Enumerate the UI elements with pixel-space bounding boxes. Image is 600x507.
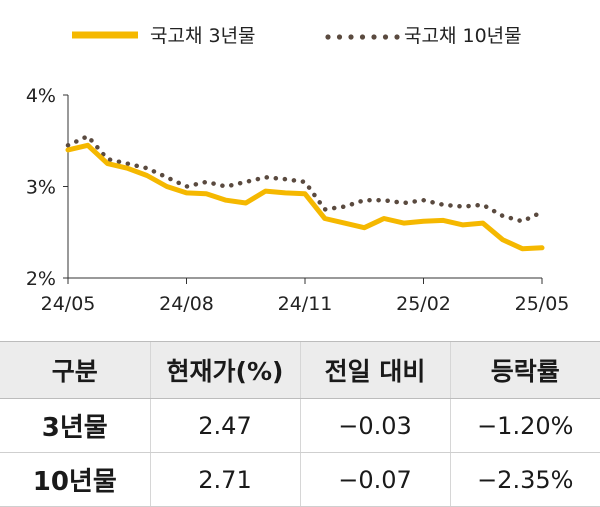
legend-dot <box>382 34 389 40</box>
legend-label-3y: 국고채 3년물 <box>150 25 256 47</box>
legend-dot <box>394 34 400 40</box>
chart-legend: 국고채 3년물 국고채 10년물 <box>72 25 522 47</box>
column-header-rate: 등락률 <box>449 341 600 399</box>
x-tick-label: 25/02 <box>396 293 451 315</box>
series-line-10y <box>65 133 545 224</box>
table-header-row: 구분 현재가(%) 전일 대비 등락률 <box>0 341 600 399</box>
table-row: 10년물 2.71 −0.07 −2.35% <box>0 452 600 507</box>
legend-dot <box>348 34 354 40</box>
chart-axes <box>67 95 542 279</box>
cell-change-3y: −0.03 <box>299 398 450 453</box>
cell-rate-3y: −1.20% <box>449 398 600 453</box>
yield-line-chart: 국고채 3년물 국고채 10년물 2%3%4% 24/05 24/08 24/11 2… <box>26 25 570 315</box>
x-tick-label: 24/11 <box>278 293 333 315</box>
legend-label-10y: 국고채 10년물 <box>404 25 522 47</box>
cell-change-10y: −0.07 <box>299 452 450 507</box>
x-axis-ticks: 24/05 24/08 24/11 25/02 25/05 <box>41 278 570 315</box>
row-label-3y: 3년물 <box>0 398 150 453</box>
y-tick-label: 3% <box>26 177 56 199</box>
legend-dot <box>336 34 343 40</box>
x-tick-label: 24/08 <box>159 293 214 315</box>
y-axis-ticks: 2% 3% 4% <box>26 85 68 290</box>
column-header-category: 구분 <box>0 341 150 399</box>
legend-dot <box>359 34 366 40</box>
legend-dot <box>325 34 331 40</box>
y-tick-label: 2% <box>26 268 56 290</box>
legend-dot <box>371 34 377 40</box>
yield-summary-table: 구분 현재가(%) 전일 대비 등락률 3년물 2.47 −0.03 −1.20… <box>0 341 600 507</box>
column-header-price: 현재가(%) <box>149 341 300 399</box>
x-tick-label: 25/05 <box>515 293 570 315</box>
row-label-10y: 10년물 <box>0 452 150 507</box>
cell-rate-10y: −2.35% <box>449 452 600 507</box>
chart-series <box>65 133 545 252</box>
cell-price-3y: 2.47 <box>149 398 300 453</box>
y-tick-label: 4% <box>26 85 56 107</box>
table-row: 3년물 2.47 −0.03 −1.20% <box>0 398 600 453</box>
series-line-3y <box>65 142 545 252</box>
x-tick-label: 24/05 <box>41 293 96 315</box>
legend-swatch-10y <box>325 34 400 40</box>
column-header-change: 전일 대비 <box>299 341 450 399</box>
cell-price-10y: 2.71 <box>149 452 300 507</box>
